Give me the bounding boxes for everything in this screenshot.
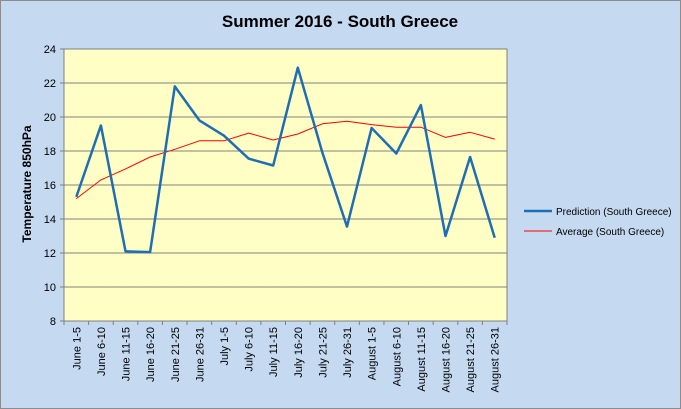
x-tick-label: August 26-31 [490,327,502,392]
x-tick-label: August 6-10 [391,327,403,386]
x-tick-labels: June 1-5 June 6-10 June 11-15 June 16-20 Jun… [71,327,501,392]
y-tick-label: 24 [44,44,56,56]
y-axis-label: Temperature 850hPa [20,125,34,242]
chart-title: Summer 2016 - South Greece [222,12,458,31]
x-tick-label: July 21-25 [317,327,329,378]
x-tick-label: July 11-15 [268,327,280,377]
y-tick-label: 16 [44,180,56,192]
x-tick-label: June 1-5 [71,327,83,370]
y-tick-labels: 8 10 12 14 16 18 20 22 24 [44,44,56,328]
x-tick-label: August 16-20 [440,327,452,392]
series-layer [75,66,496,254]
y-tick-label: 22 [44,78,56,90]
x-tick-label: July 6-10 [244,327,256,372]
y-tick-label: 10 [44,282,56,294]
x-tick-label: August 21-25 [465,327,477,392]
x-tick-label: June 21-25 [170,327,182,382]
y-tick-label: 8 [50,316,56,328]
legend-label-average: Average (South Greece) [556,227,664,238]
y-tick-label: 18 [44,146,56,158]
x-tick-label: August 1-5 [367,327,379,380]
x-tick-label: July 1-5 [219,327,231,366]
y-axis-label-group: Temperature 850hPa [20,125,34,242]
y-tick-label: 12 [44,248,56,260]
y-tick-label: 14 [44,214,56,226]
x-tick-label: June 6-10 [96,327,108,376]
x-tick-label: August 11-15 [416,327,428,392]
legend: Prediction (South Greece) Average (South… [524,207,672,238]
x-tick-label: June 16-20 [145,327,157,382]
y-tick-label: 20 [44,112,56,124]
x-tick-label: June 11-15 [121,327,133,381]
x-tick-label: July 26-31 [342,327,354,378]
x-tick-label: July 16-20 [293,327,305,378]
x-tick-label: June 26-31 [194,327,206,382]
series-line-prediction [75,66,496,254]
legend-label-prediction: Prediction (South Greece) [556,207,672,218]
